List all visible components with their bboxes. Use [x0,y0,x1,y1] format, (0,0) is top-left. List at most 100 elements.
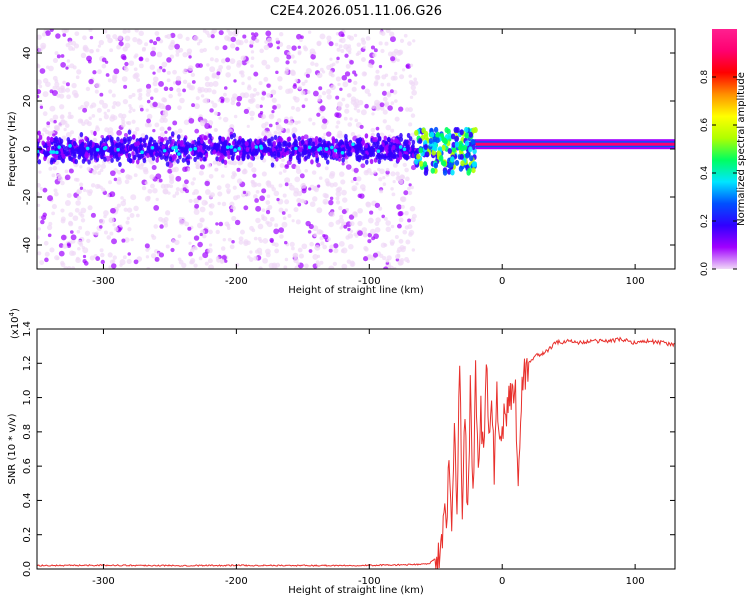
heatmap-cell [204,76,210,82]
heatmap-cell [447,147,452,154]
heatmap-cell [339,37,346,44]
heatmap-cell [60,208,65,213]
snr-plot-area [37,329,675,569]
heatmap-cell [309,241,314,247]
heatmap-cell [76,69,82,75]
heatmap-cell [60,62,66,68]
heatmap-cell [284,67,290,72]
y-tick-label: 1.2 [22,355,33,371]
heatmap-cell [259,110,264,115]
heatmap-cell [249,250,253,254]
heatmap-cell [225,57,231,63]
heatmap-cell [89,255,95,261]
heatmap-cell [37,203,41,207]
heatmap-cell [468,146,473,153]
heatmap-cell [175,75,182,82]
x-tick-label: 0 [499,576,505,587]
heatmap-cell [338,171,345,177]
heatmap-cell [396,58,400,62]
heatmap-cell [47,140,51,147]
heatmap-cell [173,166,179,173]
heatmap-cell [397,175,401,180]
heatmap-cell [392,179,396,184]
heatmap-cell [407,224,413,230]
heatmap-cell [306,90,311,94]
heatmap-cell [79,132,84,138]
heatmap-cell [291,150,295,156]
heatmap-cell [37,63,40,68]
heatmap-cell [250,116,254,121]
heatmap-cell [217,201,221,206]
heatmap-cell [218,156,222,162]
heatmap-cell [408,107,413,113]
heatmap-cell [80,207,87,214]
heatmap-cell [398,179,404,185]
heatmap-cell [266,130,272,136]
heatmap-cell [197,195,202,200]
heatmap-cell [166,57,172,63]
heatmap-cell [66,150,70,156]
heatmap-cell [59,104,65,110]
heatmap-cell [148,149,152,155]
heatmap-cell [42,91,49,98]
heatmap-cell [222,238,226,242]
heatmap-cell [449,161,454,168]
heatmap-cell [174,191,180,196]
heatmap-cell [79,182,84,187]
heatmap-cell [278,146,283,152]
heatmap-cell [263,44,270,51]
heatmap-cell [103,114,109,120]
heatmap-cell [157,147,162,153]
heatmap-cell [60,119,66,125]
heatmap-cell [52,165,58,171]
heatmap-cell [382,109,388,115]
heatmap-cell [266,180,270,184]
heatmap-cell [95,48,100,53]
heatmap-cell [228,31,234,37]
heatmap-cell [422,161,428,168]
heatmap-cell [394,116,400,122]
heatmap-cell [353,33,358,38]
heatmap-cell [65,87,71,93]
heatmap-cell [243,239,249,245]
heatmap-cell [80,218,86,223]
heatmap-cell [387,137,391,143]
heatmap-cell [110,114,116,119]
heatmap-cell [138,63,144,69]
heatmap-cell [78,225,83,230]
heatmap-cell [249,110,255,117]
heatmap-cell [94,82,101,89]
heatmap-cell [127,207,133,213]
heatmap-cell [37,251,42,256]
heatmap-cell [112,101,118,106]
heatmap-cell [37,159,42,165]
heatmap-cell [41,214,47,221]
heatmap-cell [98,117,103,122]
heatmap-cell [52,152,57,159]
heatmap-cell [391,144,396,151]
heatmap-cell [328,199,334,206]
heatmap-cell [398,106,404,112]
heatmap-cell [127,152,132,159]
heatmap-cell [301,243,308,250]
heatmap-cell [237,146,242,151]
heatmap-cell [384,102,389,108]
heatmap-cell [99,99,105,105]
heatmap-cell [261,216,265,221]
heatmap-cell [336,120,341,125]
heatmap-cell [146,88,152,94]
heatmap-cell [208,173,214,179]
heatmap-cell [53,141,58,147]
heatmap-cell [354,118,359,123]
heatmap-cell [351,185,358,192]
heatmap-cell [176,87,181,93]
heatmap-cell [37,130,41,136]
heatmap-cell [115,142,120,148]
heatmap-cell [274,223,279,228]
heatmap-cell [93,154,97,160]
heatmap-cell [195,96,200,101]
heatmap-cell [450,156,455,163]
heatmap-cell [261,91,267,96]
heatmap-cell [316,207,323,214]
heatmap-cell [398,238,404,244]
